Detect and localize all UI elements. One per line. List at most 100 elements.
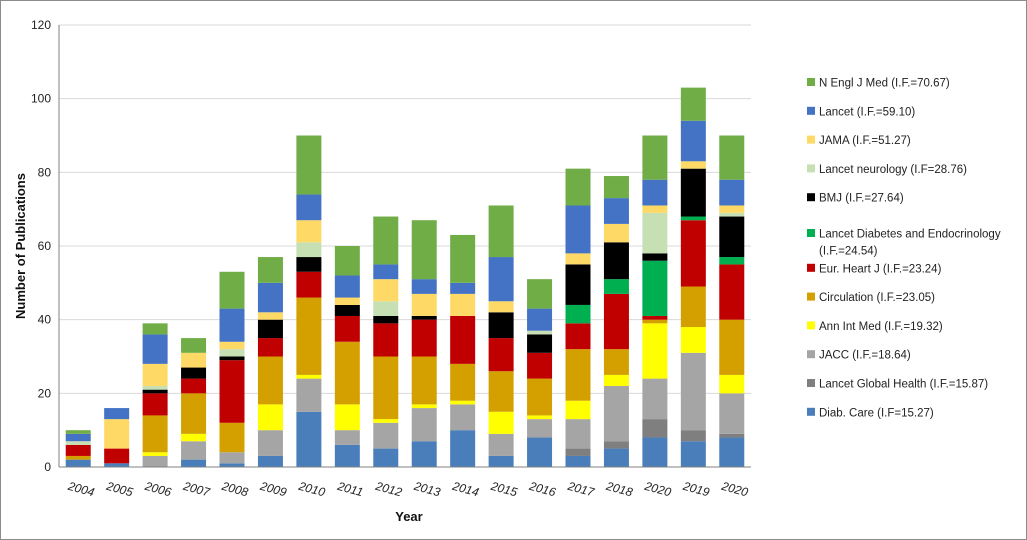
bar-segment — [65, 455, 91, 460]
x-tick-label: 2018 — [604, 479, 635, 500]
bar-segment — [680, 220, 706, 287]
bar-segment — [527, 419, 553, 438]
x-tick-labels: 2004 2005 2006 2007 2008 2009 2010 2011 2012 2013… — [66, 479, 750, 500]
bar-segment — [181, 338, 207, 353]
bar-segment — [719, 264, 745, 320]
bar-segment — [603, 176, 629, 199]
bar-segment — [142, 323, 168, 335]
legend-label: Lancet neurology (I.F=28.76) — [819, 164, 967, 176]
bar-segment — [719, 319, 745, 375]
y-tick-label: 80 — [38, 165, 52, 179]
bar-segment — [142, 363, 168, 386]
bar-segment — [642, 205, 668, 213]
bar-segment — [257, 338, 283, 357]
bar-segment — [527, 415, 553, 420]
bar-segment — [719, 205, 745, 213]
bar-segment — [603, 448, 629, 467]
bar-segment — [719, 135, 745, 180]
bar-segment — [642, 135, 668, 180]
bar-segment — [373, 315, 399, 324]
y-tick-label: 40 — [38, 313, 52, 327]
bar-segment — [373, 356, 399, 420]
legend-swatch — [807, 379, 815, 387]
bar-segment — [642, 378, 668, 420]
bar-segment — [296, 297, 322, 375]
axes — [58, 25, 751, 468]
x-tick-label: 2012 — [373, 479, 404, 500]
legend-swatch — [807, 193, 815, 202]
bar-segment — [680, 87, 706, 121]
bars — [65, 87, 745, 467]
bar-segment — [603, 385, 629, 442]
bar-segment — [373, 419, 399, 423]
bar-segment — [411, 404, 437, 409]
bar-segment — [296, 271, 322, 298]
bar-segment — [373, 264, 399, 280]
bar-segment — [603, 198, 629, 224]
bar-segment — [142, 452, 168, 456]
bar-segment — [65, 444, 91, 456]
bar-segment — [373, 448, 399, 467]
bar-segment — [603, 349, 629, 375]
bar-segment — [142, 389, 168, 394]
bar-segment — [565, 400, 591, 420]
bar-segment — [334, 304, 360, 316]
bar-segment — [450, 363, 476, 401]
bar-segment — [65, 430, 91, 434]
y-axis-title: Number of Publications — [13, 173, 28, 319]
bar-segment — [296, 220, 322, 243]
x-tick-label: 2017 — [565, 479, 597, 500]
bar-segment — [488, 301, 514, 313]
bar-segment — [296, 411, 322, 467]
gridlines — [59, 24, 751, 394]
legend: N Engl J Med (I.F.=70.67) Lancet (I.F.=59… — [807, 78, 1001, 419]
bar-segment — [719, 216, 745, 258]
bar-segment — [219, 463, 245, 467]
y-tick-label: 20 — [38, 386, 52, 400]
legend-label: BMJ (I.F.=27.64) — [819, 193, 904, 205]
bar-segment — [488, 371, 514, 412]
bar-segment — [334, 444, 360, 467]
bar-segment — [642, 315, 668, 320]
bar-segment — [527, 330, 553, 335]
bar-segment — [642, 253, 668, 261]
x-tick-label: 2009 — [258, 479, 289, 500]
bar-segment — [181, 367, 207, 379]
legend-label: Lancet Diabetes and Endocrinology — [819, 229, 1001, 241]
legend-label: (I.F.=24.54) — [819, 246, 878, 258]
legend-swatch — [807, 350, 815, 359]
bar-segment — [181, 352, 207, 368]
x-tick-label: 2020 — [642, 479, 673, 500]
legend-label: JACC (I.F.=18.64) — [819, 350, 911, 362]
bar-segment — [219, 452, 245, 464]
bar-segment — [527, 334, 553, 353]
bar-segment — [219, 349, 245, 357]
bar-segment — [181, 378, 207, 394]
legend-swatch — [807, 292, 815, 301]
x-tick-label: 2020 — [719, 479, 750, 500]
legend-swatch — [807, 321, 815, 330]
bar-segment — [565, 349, 591, 401]
bar-segment — [219, 356, 245, 361]
bar-segment — [565, 455, 591, 467]
bar-segment — [411, 441, 437, 467]
legend-swatch — [807, 164, 815, 173]
y-tick-label: 100 — [31, 92, 51, 106]
bar-segment — [719, 393, 745, 434]
bar-segment — [680, 286, 706, 328]
bar-segment — [527, 378, 553, 416]
bar-segment — [104, 448, 130, 464]
bar-segment — [680, 430, 706, 442]
bar-segment — [373, 301, 399, 316]
bar-segment — [142, 455, 168, 467]
bar-segment — [373, 422, 399, 449]
x-tick-label: 2016 — [527, 479, 558, 500]
bar-segment — [257, 319, 283, 339]
legend-label: N Engl J Med (I.F.=70.67) — [819, 78, 950, 90]
x-tick-label: 2013 — [412, 479, 443, 500]
bar-segment — [334, 275, 360, 298]
bar-segment — [411, 293, 437, 316]
bar-segment — [296, 374, 322, 379]
bar-segment — [334, 430, 360, 445]
